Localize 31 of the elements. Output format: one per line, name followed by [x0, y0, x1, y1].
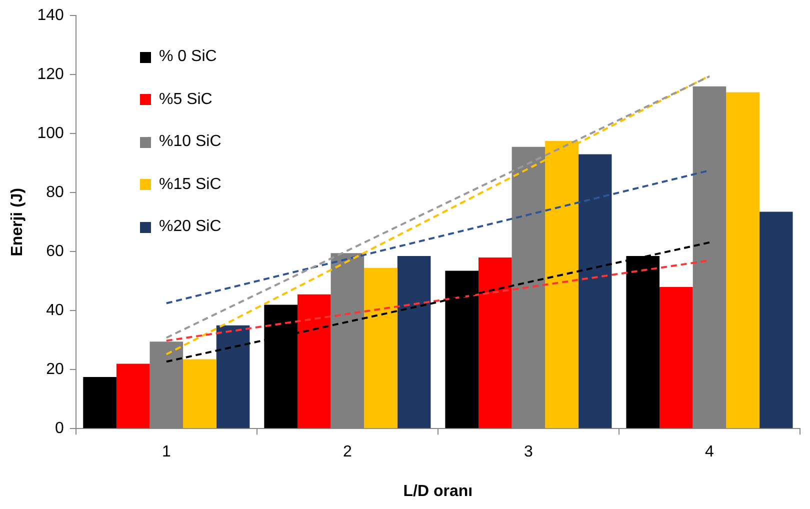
bar: [759, 212, 793, 428]
bar: [478, 258, 512, 428]
bar: [183, 359, 216, 428]
x-tick-label: 3: [524, 444, 534, 461]
legend-label: %15 SiC: [159, 176, 222, 194]
x-tick-label: 1: [162, 444, 171, 461]
bar: [116, 364, 150, 428]
bar: [660, 287, 693, 428]
y-tick-label: 120: [37, 66, 64, 84]
bar: [578, 154, 612, 428]
bar: [397, 256, 431, 428]
x-tick-label: 4: [705, 444, 714, 461]
y-tick-label: 100: [37, 125, 64, 142]
legend-label: % 0 SiC: [159, 48, 217, 66]
x-axis-title: L/D oranı: [403, 482, 473, 500]
bar: [364, 268, 398, 428]
x-tick-label: 2: [342, 444, 352, 461]
y-tick-label: 60: [46, 243, 64, 260]
y-tick-label: 20: [46, 361, 64, 378]
bar: [297, 294, 331, 428]
y-tick-label: 0: [54, 420, 64, 438]
bar: [726, 92, 760, 428]
bar: [83, 376, 116, 428]
legend-label: %10 SiC: [159, 133, 222, 152]
y-tick-label: 40: [46, 302, 64, 320]
y-tick-label: 80: [46, 184, 64, 202]
legend-label: %5 SiC: [159, 90, 212, 109]
y-axis-title: Enerji (J): [9, 188, 26, 256]
y-tick-label: 140: [37, 7, 64, 24]
legend-label: %20 SiC: [159, 218, 222, 236]
bar: [216, 325, 250, 428]
